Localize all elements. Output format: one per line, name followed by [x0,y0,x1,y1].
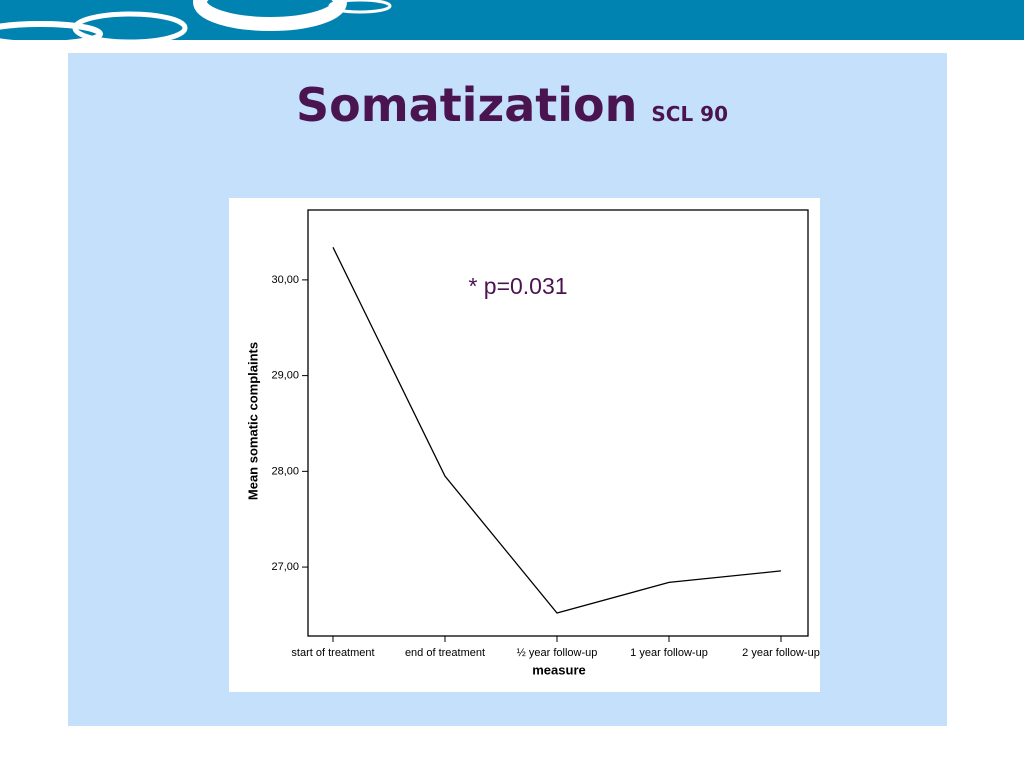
annotation: * p=0.031 [468,273,567,299]
banner-background [0,0,1024,40]
slide-title: Somatization [295,78,638,132]
y-tick-label: 29,00 [271,370,299,382]
x-tick-label: 1 year follow-up [630,647,708,659]
x-axis-title: measure [532,662,585,677]
title-block: Somatization SCL 90 [0,78,1024,132]
swirl [0,21,103,40]
swirl [328,0,392,14]
x-tick-label: ½ year follow-up [517,647,598,659]
x-tick-label: end of treatment [405,647,485,659]
plot-frame [307,209,809,637]
y-tick-label: 27,00 [271,561,299,573]
data-line [332,247,782,614]
swirl [72,11,188,40]
x-tick-label: 2 year follow-up [742,647,820,659]
y-axis-title: Mean somatic complaints [245,342,260,500]
y-tick-label: 28,00 [271,465,299,477]
chart-background [229,198,820,692]
chart: * p=0.031 measure Mean somatic complaint… [229,198,820,692]
slide-subtitle: SCL 90 [651,102,728,126]
banner [0,0,1024,40]
y-tick-label: 30,00 [271,274,299,286]
x-tick-label: start of treatment [291,647,374,659]
